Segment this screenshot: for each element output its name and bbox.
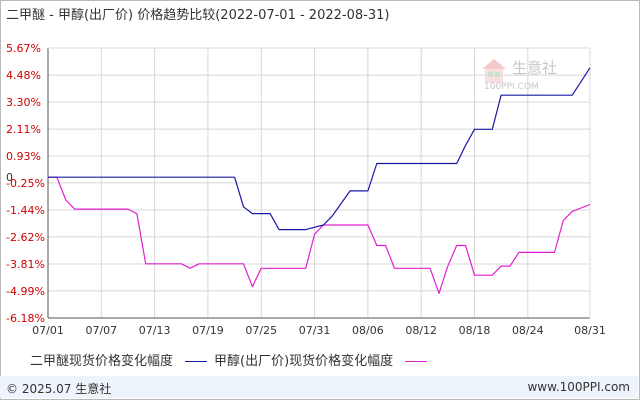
site-url-link[interactable]: www.100PPI.com [527,380,630,394]
legend-swatch-series2 [405,361,428,362]
x-tick-label: 08/31 [574,324,606,337]
x-tick-labels: 07/01 07/07 07/13 07/19 07/25 07/31 08/06 08/12… [32,324,606,337]
y-tick-label: -4.99% [6,285,45,298]
y-tick-label: -1.44% [6,204,45,217]
y-tick-label: 5.67% [6,42,41,55]
legend-item-series2: 甲醇(出厂价)现货价格变化幅度 [214,350,428,369]
watermark-name: 生意社 [512,59,557,77]
legend: 二甲醚现货价格变化幅度 甲醇(出厂价)现货价格变化幅度 [0,350,640,369]
x-tick-label: 08/06 [352,324,384,337]
x-tick-label: 07/31 [299,324,331,337]
x-tick-label: 07/13 [139,324,171,337]
y-tick-label: 2.11% [6,123,41,136]
legend-swatch-series1 [185,361,208,362]
y-tick-label: 4.48% [6,69,41,82]
watermark-logo: 生意社 100PPI.COM [482,59,557,91]
y-tick-label: 3.30% [6,96,41,109]
watermark-url: 100PPI.COM [484,82,539,91]
y-tick-label: -2.62% [6,231,45,244]
legend-label-series2: 甲醇(出厂价)现货价格变化幅度 [214,354,394,369]
y-tick-label: -0.25% [6,177,45,190]
y-tick-label: 0.93% [6,150,41,163]
copyright-text: © 2025.07 生意社 [6,382,112,396]
grid-lines [47,47,591,319]
y-tick-label: -6.18% [6,312,45,325]
x-tick-label: 08/24 [512,324,544,337]
x-tick-label: 08/12 [405,324,437,337]
x-tick-label: 07/07 [85,324,117,337]
axes [47,47,591,319]
y-tick-labels: 5.67% 4.48% 3.30% 2.11% 0.93% 0-0.25% -1.44% -2… [6,42,45,325]
legend-label-series1: 二甲醚现货价格变化幅度 [30,354,174,369]
legend-item-series1: 二甲醚现货价格变化幅度 [30,350,208,369]
x-tick-label: 07/25 [245,324,277,337]
x-tick-label: 07/01 [32,324,64,337]
x-tick-label: 08/18 [459,324,491,337]
y-tick-label: 0 [6,171,13,184]
y-tick-label: -3.81% [6,258,45,271]
house-icon [482,59,506,83]
x-tick-label: 07/19 [192,324,224,337]
series-line-dimethyl-ether [48,67,591,231]
series-line-methanol [48,176,591,294]
chart-title: 二甲醚 - 甲醇(出厂价) 价格趋势比较(2022-07-01 - 2022-0… [6,8,390,23]
footer-bar: © 2025.07 生意社 www.100PPI.com [0,376,638,398]
series-lines [48,67,591,294]
